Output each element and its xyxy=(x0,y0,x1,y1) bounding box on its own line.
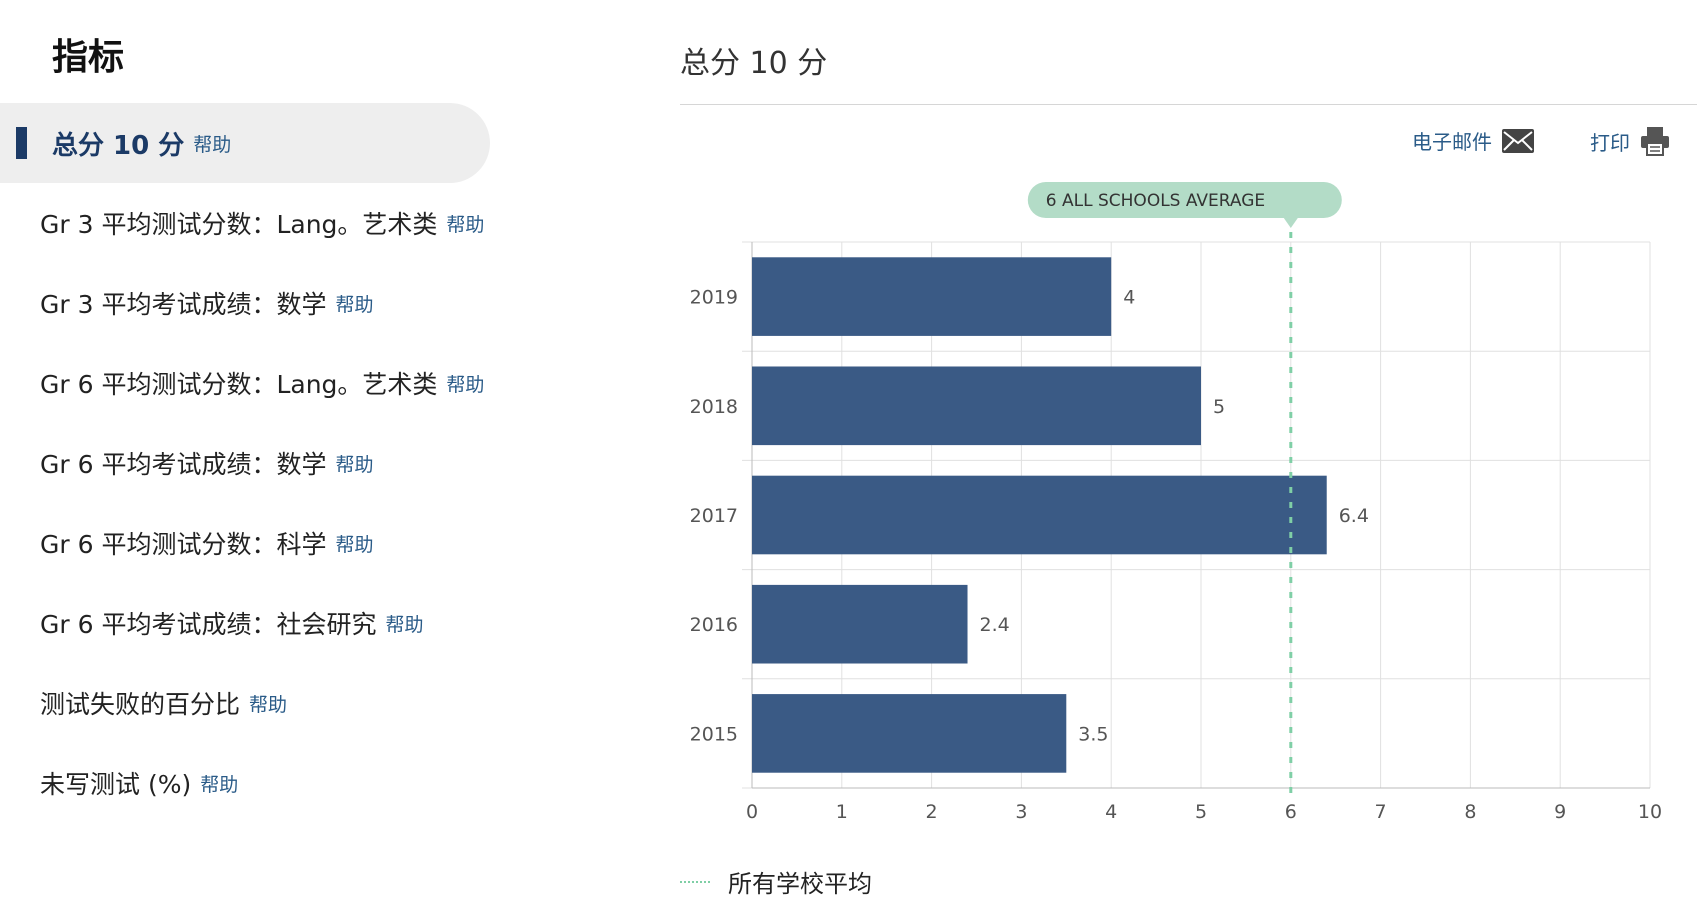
y-tick-label: 2016 xyxy=(690,614,738,636)
data-label: 4 xyxy=(1123,287,1135,309)
menu-item-gr6-science[interactable]: Gr 6 平均测试分数：科学 帮助 xyxy=(0,503,600,583)
menu-item-label: Gr 6 平均考试成绩：社会研究 xyxy=(40,610,377,639)
data-label: 2.4 xyxy=(980,614,1010,636)
help-link[interactable]: 帮助 xyxy=(335,293,374,316)
help-link[interactable]: 帮助 xyxy=(200,773,239,796)
y-tick-label: 2015 xyxy=(690,723,738,745)
main-panel: 总分 10 分 电子邮件 打印 xyxy=(680,0,1697,903)
envelope-icon xyxy=(1502,128,1534,153)
email-label: 电子邮件 xyxy=(1412,130,1492,154)
help-link[interactable]: 帮助 xyxy=(249,693,288,716)
y-tick-label: 2018 xyxy=(690,396,738,418)
printer-icon xyxy=(1641,127,1669,156)
chart-legend: 所有学校平均 xyxy=(680,864,872,899)
active-indicator xyxy=(16,127,27,159)
sidebar-heading: 指标 xyxy=(52,37,125,78)
help-link[interactable]: 帮助 xyxy=(335,453,374,476)
x-tick-label: 2 xyxy=(926,801,938,823)
indicator-menu: 总分 10 分 帮助 Gr 3 平均测试分数：Lang。艺术类 帮助 Gr 3 … xyxy=(0,103,600,823)
sidebar: 指标 总分 10 分 帮助 Gr 3 平均测试分数：Lang。艺术类 帮助 Gr… xyxy=(0,0,600,903)
x-tick-label: 9 xyxy=(1554,801,1566,823)
menu-item-label: 总分 10 分 xyxy=(52,130,185,161)
menu-item-label: Gr 6 平均考试成绩：数学 xyxy=(40,450,327,479)
data-label: 5 xyxy=(1213,396,1225,418)
legend-label-average: 所有学校平均 xyxy=(728,870,872,898)
x-tick-label: 0 xyxy=(746,801,758,823)
menu-item-label: 未写测试 (%) xyxy=(40,770,192,799)
print-button[interactable]: 打印 xyxy=(1590,126,1670,156)
x-tick-label: 10 xyxy=(1638,801,1662,823)
menu-item-gr3-math[interactable]: Gr 3 平均考试成绩：数学 帮助 xyxy=(0,263,600,343)
x-tick-label: 4 xyxy=(1105,801,1117,823)
x-tick-label: 1 xyxy=(836,801,848,823)
data-label: 3.5 xyxy=(1078,723,1108,745)
bar xyxy=(752,475,1327,555)
help-link[interactable]: 帮助 xyxy=(385,613,424,636)
menu-item-total-score[interactable]: 总分 10 分 帮助 xyxy=(0,103,490,183)
menu-item-gr6-math[interactable]: Gr 6 平均考试成绩：数学 帮助 xyxy=(0,423,600,503)
bar-chart: 2019 4 2018 5 2017 6.4 2016 2.4 2015 3.5 0 1 2 3 4 5 6 7 8… xyxy=(690,182,1662,823)
x-tick-label: 7 xyxy=(1375,801,1387,823)
data-label: 6.4 xyxy=(1339,505,1369,527)
menu-item-gr6-language-arts[interactable]: Gr 6 平均测试分数：Lang。艺术类 帮助 xyxy=(0,343,600,423)
y-tick-label: 2017 xyxy=(690,505,738,527)
menu-item-gr6-social-studies[interactable]: Gr 6 平均考试成绩：社会研究 帮助 xyxy=(0,583,600,663)
y-tick-label: 2019 xyxy=(690,287,738,309)
help-link[interactable]: 帮助 xyxy=(335,533,374,556)
menu-item-gr3-language-arts[interactable]: Gr 3 平均测试分数：Lang。艺术类 帮助 xyxy=(0,183,600,263)
chart-title: 总分 10 分 xyxy=(680,46,828,81)
x-tick-label: 5 xyxy=(1195,801,1207,823)
average-badge-pointer xyxy=(1283,218,1298,228)
average-label: 6 ALL SCHOOLS AVERAGE xyxy=(1046,191,1265,211)
divider xyxy=(680,104,1697,105)
bar xyxy=(752,694,1067,773)
bar xyxy=(752,584,968,664)
legend-swatch-average xyxy=(680,880,710,883)
help-link[interactable]: 帮助 xyxy=(446,373,485,396)
menu-item-tests-failed[interactable]: 测试失败的百分比 帮助 xyxy=(0,663,600,743)
help-link[interactable]: 帮助 xyxy=(193,133,232,156)
x-tick-label: 6 xyxy=(1285,801,1297,823)
bar xyxy=(752,366,1201,446)
menu-item-tests-not-written[interactable]: 未写测试 (%) 帮助 xyxy=(0,743,600,823)
x-tick-label: 8 xyxy=(1464,801,1476,823)
menu-item-label: 测试失败的百分比 xyxy=(40,690,241,719)
average-badge xyxy=(1027,182,1342,218)
menu-item-label: Gr 3 平均考试成绩：数学 xyxy=(40,290,327,319)
x-tick-label: 3 xyxy=(1015,801,1027,823)
help-link[interactable]: 帮助 xyxy=(446,213,485,236)
menu-item-label: Gr 6 平均测试分数：科学 xyxy=(40,530,327,559)
menu-item-label: Gr 3 平均测试分数：Lang。艺术类 xyxy=(40,210,438,239)
menu-item-label: Gr 6 平均测试分数：Lang。艺术类 xyxy=(40,370,438,399)
bar xyxy=(752,257,1112,336)
email-button[interactable]: 电子邮件 xyxy=(1412,126,1534,155)
print-label: 打印 xyxy=(1590,130,1630,155)
